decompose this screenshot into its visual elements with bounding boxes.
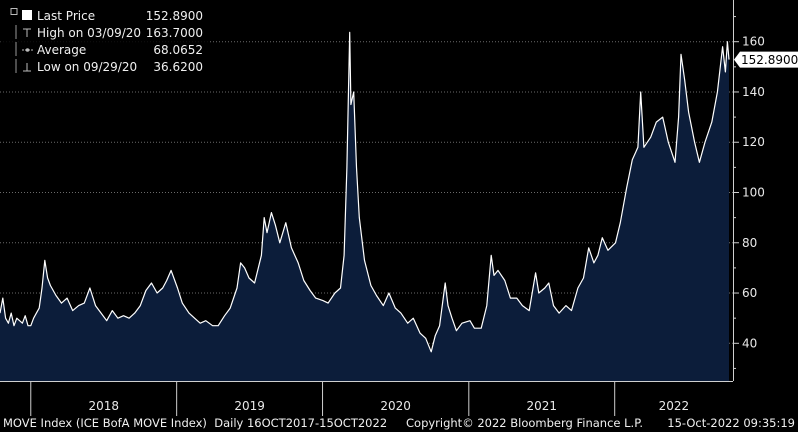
legend-label: Low on 09/29/20 (37, 60, 137, 74)
last-value-label-bg (734, 51, 798, 68)
legend-value: 36.6200 (153, 60, 203, 74)
last-value-label: 152.8900 (734, 51, 798, 68)
legend-label: Average (37, 43, 86, 57)
footer-copyright: Copyright© 2022 Bloomberg Finance L.P. (406, 416, 643, 430)
x-tick-label: 2021 (526, 399, 557, 413)
footer: MOVE Index (ICE BofA MOVE Index) Daily 1… (3, 416, 795, 430)
y-tick-label: 120 (742, 135, 765, 149)
legend-value: 152.8900 (146, 9, 203, 23)
y-axis-ticks: 40 60 80 100 120 140 160 (733, 16, 765, 369)
y-tick-label: 100 (742, 186, 765, 200)
series-area (0, 32, 729, 382)
y-tick-label: 60 (742, 286, 757, 300)
legend: Last Price 152.8900 High on 03/09/20 163.70… (0, 4, 209, 80)
y-tick-label: 40 (742, 336, 757, 350)
x-tick-label: 2018 (88, 399, 119, 413)
y-tick-label: 80 (742, 236, 757, 250)
y-tick-label: 140 (742, 85, 765, 99)
square-swatch-icon (22, 10, 32, 20)
x-tick-label: 2019 (234, 399, 265, 413)
average-marker-icon (15, 42, 33, 56)
legend-collapse-icon (10, 8, 18, 15)
footer-source: MOVE Index (ICE BofA MOVE Index) Daily 1… (3, 416, 387, 430)
legend-label: High on 03/09/20 (37, 26, 141, 40)
legend-value: 163.7000 (146, 26, 203, 40)
axes (0, 0, 734, 382)
x-axis-ticks: 2018 2019 2020 2021 2022 (30, 381, 690, 416)
footer-timestamp: 15-Oct-2022 09:35:19 (667, 416, 795, 430)
y-tick-label: 160 (742, 35, 765, 49)
legend-label: Last Price (37, 9, 95, 23)
legend-box (0, 4, 209, 80)
last-value-label-text: 152.8900 (741, 53, 798, 67)
high-marker-icon (15, 25, 31, 39)
legend-value: 68.0652 (153, 43, 203, 57)
x-tick-label: 2020 (380, 399, 411, 413)
series-line (0, 31, 730, 353)
low-marker-icon (15, 59, 31, 73)
x-tick-label: 2022 (659, 399, 690, 413)
